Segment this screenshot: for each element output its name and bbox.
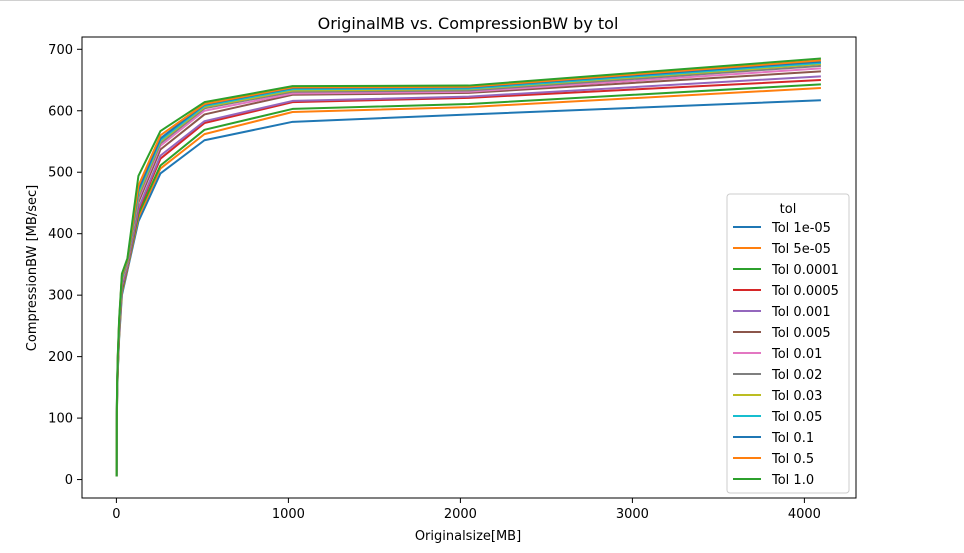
legend-label: Tol 0.5 <box>771 452 814 467</box>
y-axis-ticks: 0 100 200 300 400 500 600 700 <box>48 43 82 488</box>
x-tick-label: 2000 <box>444 507 477 522</box>
y-tick-label: 400 <box>48 227 73 242</box>
x-tick-label: 3000 <box>616 507 649 522</box>
series-lines <box>115 57 821 477</box>
legend-title: tol <box>780 202 797 217</box>
series-line-11 <box>115 59 821 477</box>
y-tick-label: 700 <box>48 43 73 58</box>
y-tick-label: 0 <box>65 473 73 488</box>
legend-label: Tol 0.03 <box>771 389 822 404</box>
y-axis-label: CompressionBW [MB/sec] <box>25 185 40 351</box>
legend-label: Tol 0.0001 <box>771 263 839 278</box>
x-axis-ticks: 0 1000 2000 3000 4000 <box>112 498 821 522</box>
legend-box <box>726 193 850 494</box>
legend-label: Tol 0.005 <box>771 326 831 341</box>
series-line-12 <box>115 57 821 477</box>
chart-title: OriginalMB vs. CompressionBW by tol <box>318 14 619 33</box>
series-line-1 <box>115 87 821 477</box>
legend-label: Tol 0.0005 <box>771 284 839 299</box>
legend-items: Tol 1e-05 Tol 5e-05 Tol 0.0001 Tol 0.0005 To… <box>733 221 839 488</box>
plot-frame <box>81 36 857 499</box>
legend-label: Tol 0.01 <box>771 347 822 362</box>
y-tick-label: 100 <box>48 412 73 427</box>
series-line-7 <box>115 64 821 477</box>
y-tick-label: 500 <box>48 166 73 181</box>
series-line-3 <box>115 79 821 477</box>
series-line-0 <box>115 99 821 477</box>
x-tick-label: 0 <box>112 507 120 522</box>
y-tick-label: 600 <box>48 104 73 119</box>
legend-label: Tol 1e-05 <box>771 221 831 236</box>
legend: tol Tol 1e-05 Tol 5e-05 Tol 0.0001 Tol 0.00… <box>726 193 850 494</box>
legend-label: Tol 1.0 <box>771 473 814 488</box>
legend-label: Tol 0.1 <box>771 431 814 446</box>
x-tick-label: 1000 <box>272 507 305 522</box>
series-line-2 <box>115 83 821 477</box>
top-border-line <box>0 0 964 1</box>
legend-label: Tol 0.02 <box>771 368 822 383</box>
x-axis-label: Originalsize[MB] <box>415 529 521 544</box>
y-tick-label: 200 <box>48 350 73 365</box>
legend-label: Tol 0.001 <box>771 305 831 320</box>
series-line-10 <box>115 60 821 477</box>
series-line-5 <box>115 70 821 477</box>
legend-label: Tol 0.05 <box>771 410 822 425</box>
x-tick-label: 4000 <box>788 507 821 522</box>
y-tick-label: 300 <box>48 289 73 304</box>
legend-label: Tol 5e-05 <box>771 242 831 257</box>
